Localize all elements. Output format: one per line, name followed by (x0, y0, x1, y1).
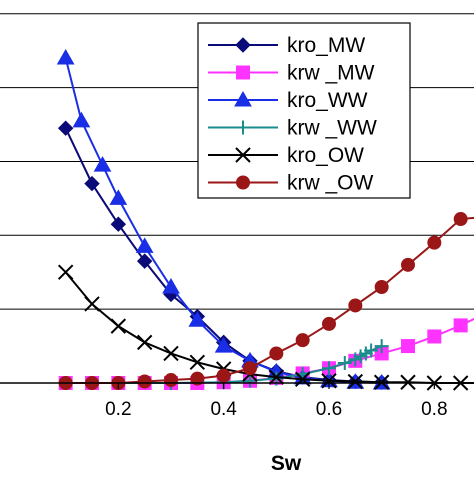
legend-item-3: krw _WW (208, 117, 377, 140)
series-3-point-8 (337, 356, 352, 371)
series-3-point-12 (364, 343, 379, 358)
series-2-point-1 (72, 111, 91, 128)
series-5-point-7 (243, 361, 257, 376)
series-3-point-4 (243, 373, 257, 388)
legend-box (197, 22, 411, 199)
series-4-point-5 (189, 354, 206, 371)
legend-marker-2 (234, 90, 252, 107)
series-1-point-15 (453, 318, 468, 333)
legend-label-5: krw _OW (287, 172, 374, 195)
x-axis-title: Sw (271, 452, 302, 474)
legend-marker-3 (236, 120, 250, 135)
series-5-point-9 (295, 333, 310, 348)
series-5-point-14 (427, 235, 442, 250)
legend-label-3: krw _WW (287, 117, 377, 140)
legend-item-2: kro_WW (208, 89, 368, 112)
axis-layer: 0.2 0.4 0.6 0.8 (0, 382, 474, 420)
legend-marker-1 (236, 65, 250, 80)
series-5-point-10 (322, 316, 336, 331)
series-5-point-4 (164, 373, 178, 388)
legend-item-0: kro_MW (208, 34, 365, 57)
series-5 (58, 212, 474, 390)
series-3-point-13 (374, 339, 389, 354)
series-4-point-10 (321, 373, 337, 389)
series-4-point-13 (400, 374, 416, 390)
legend-label-0: kro_MW (287, 34, 365, 57)
x-tick-label-0: 0.2 (105, 399, 131, 420)
series-line-4 (64, 271, 474, 384)
legend-item-1: krw _MW (208, 62, 375, 85)
legend-marker-0 (235, 37, 251, 53)
series-0-point-0 (57, 120, 74, 136)
series-2-point-0 (56, 49, 75, 65)
series-5-point-11 (348, 298, 363, 313)
series-5-point-15 (453, 212, 468, 227)
series-4-point-2 (110, 318, 127, 334)
series-4 (57, 264, 474, 391)
series-0-point-1 (84, 175, 100, 192)
series-line-5 (65, 216, 474, 384)
series-2-point-6 (188, 311, 207, 327)
legend-label-4: kro_OW (287, 144, 364, 167)
series-2-point-2 (93, 156, 112, 172)
x-tick-label-3: 0.8 (421, 399, 447, 420)
series-5-point-13 (401, 257, 415, 272)
series-4-point-8 (268, 369, 285, 385)
legend-label-2: kro_WW (287, 89, 368, 112)
series-0-point-3 (136, 253, 153, 269)
legend-item-5: krw _OW (208, 172, 374, 195)
series-1-point-14 (427, 329, 442, 344)
series-2-point-4 (135, 237, 154, 253)
series-5-point-8 (269, 346, 284, 361)
legend-marker-5 (236, 175, 250, 190)
x-tick-label-2: 0.6 (316, 399, 342, 420)
series-4-point-4 (163, 345, 179, 362)
series-2-point-5 (162, 277, 180, 294)
series-5-point-12 (374, 279, 389, 294)
legend-marker-4 (235, 147, 251, 163)
series-0-point-2 (110, 216, 127, 232)
series-4-point-11 (347, 373, 364, 390)
series-2-point-3 (109, 189, 128, 205)
series-2-point-7 (214, 337, 233, 353)
series-5-point-5 (190, 371, 205, 386)
series-4-point-0 (57, 264, 74, 280)
series-1-point-13 (401, 339, 415, 354)
series-3-point-7 (322, 361, 336, 376)
series-4-point-3 (136, 334, 153, 351)
legend-label-1: krw _MW (287, 62, 375, 85)
legend-item-4: kro_OW (208, 144, 364, 167)
series-4-point-9 (294, 371, 311, 388)
series-5-point-6 (216, 368, 231, 383)
series-4-point-12 (373, 374, 390, 390)
series-5-point-3 (137, 374, 152, 389)
x-tick-label-1: 0.4 (210, 399, 237, 420)
series-4-point-1 (84, 296, 100, 312)
